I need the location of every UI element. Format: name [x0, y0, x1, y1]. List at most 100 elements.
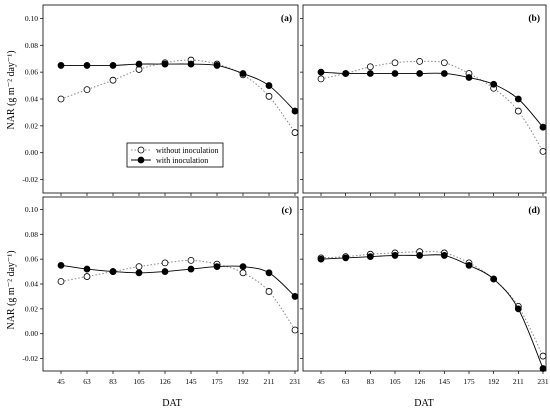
point-without-inoculation — [83, 273, 91, 280]
point-without-inoculation — [440, 59, 448, 67]
point-with-inoculation — [161, 268, 169, 275]
point-with-inoculation — [291, 293, 299, 300]
panel-d: 45 63 83 105 126 145 175 192 211 231 (d) — [300, 196, 549, 386]
x-tick-label: 126 — [414, 377, 426, 386]
point-with-inoculation — [539, 123, 547, 131]
point-with-inoculation — [514, 305, 522, 313]
panel-label: (d) — [528, 205, 540, 216]
y-tick-label: 0.10 — [25, 14, 38, 23]
y-tick-label: 0.02 — [25, 121, 38, 130]
point-with-inoculation — [490, 80, 498, 88]
point-without-inoculation — [539, 352, 547, 360]
plot-frame — [42, 196, 299, 372]
point-with-inoculation — [465, 261, 473, 269]
x-axis-title-right: DAT — [414, 398, 433, 409]
x-tick-label: 211 — [264, 377, 275, 386]
point-with-inoculation — [57, 62, 65, 69]
x-tick-label: 192 — [237, 377, 249, 386]
y-tick-label: 0.10 — [25, 205, 38, 214]
panels: -0.02 0.00 0.02 0.04 0.06 0.08 0.10 (a) (b) -0.02… — [22, 4, 549, 386]
y-tick-label: 0.08 — [25, 41, 38, 50]
point-with-inoculation — [135, 269, 143, 277]
x-tick-label: 211 — [513, 377, 524, 386]
x-tick-label: 45 — [57, 377, 65, 386]
point-with-inoculation — [391, 70, 399, 77]
point-with-inoculation — [265, 269, 273, 277]
point-with-inoculation — [187, 60, 195, 68]
point-without-inoculation — [514, 107, 522, 115]
y-tick-label: -0.02 — [22, 175, 38, 184]
point-with-inoculation — [83, 62, 91, 69]
y-tick-label: -0.02 — [22, 354, 38, 363]
point-with-inoculation — [490, 275, 498, 283]
legend: without inoculation with inoculation — [126, 142, 224, 168]
x-tick-label: 63 — [83, 377, 91, 386]
x-tick-label: 63 — [342, 377, 350, 386]
y-axis-title-bottom: NAR (g m⁻² day⁻¹) — [6, 250, 17, 329]
point-without-inoculation — [57, 95, 65, 103]
x-axis-title-left: DAT — [162, 398, 181, 409]
series-line-with-inoculation — [61, 63, 296, 112]
point-with-inoculation — [213, 263, 221, 271]
series-line-without-inoculation — [60, 259, 296, 331]
y-tick-label: 0.04 — [25, 280, 38, 289]
point-without-inoculation — [83, 86, 91, 93]
y-tick-label: 0.04 — [25, 95, 38, 104]
point-with-inoculation — [187, 265, 195, 273]
panel-b: (b) — [300, 4, 547, 196]
point-with-inoculation — [366, 70, 374, 77]
point-with-inoculation — [135, 60, 143, 68]
point-without-inoculation — [539, 147, 547, 155]
y-tick-label: 0.02 — [25, 304, 38, 313]
legend-box — [126, 142, 224, 168]
point-with-inoculation — [239, 70, 247, 77]
series-line-with-inoculation — [320, 254, 544, 369]
point-without-inoculation — [109, 76, 117, 84]
point-without-inoculation — [57, 278, 65, 285]
x-tick-label: 175 — [463, 377, 475, 386]
point-with-inoculation — [291, 107, 299, 115]
legend-marker-without — [137, 146, 145, 154]
point-with-inoculation — [57, 261, 65, 269]
panel-label: (b) — [528, 13, 540, 24]
x-tick-label: 145 — [185, 377, 197, 386]
y-tick-label: 0.06 — [25, 68, 38, 77]
point-with-inoculation — [465, 74, 473, 81]
point-with-inoculation — [366, 253, 374, 261]
point-with-inoculation — [416, 70, 424, 77]
legend-label-with: with inoculation — [156, 156, 208, 165]
series-line-without-inoculation — [320, 60, 544, 152]
point-without-inoculation — [265, 92, 273, 100]
point-with-inoculation — [239, 263, 247, 271]
point-without-inoculation — [317, 75, 325, 83]
point-with-inoculation — [83, 265, 91, 273]
point-without-inoculation — [135, 263, 143, 271]
point-with-inoculation — [391, 252, 399, 259]
point-with-inoculation — [161, 60, 169, 68]
plot-frame — [302, 4, 547, 194]
point-without-inoculation — [391, 59, 399, 67]
point-with-inoculation — [539, 365, 547, 372]
x-tick-label: 175 — [211, 377, 223, 386]
point-with-inoculation — [440, 70, 448, 77]
y-tick-label: 0.00 — [25, 148, 38, 157]
point-with-inoculation — [342, 70, 350, 77]
series-line-without-inoculation — [60, 59, 296, 133]
point-without-inoculation — [366, 63, 374, 71]
point-with-inoculation — [416, 252, 424, 259]
x-tick-label: 83 — [367, 377, 375, 386]
plot-frame — [302, 196, 547, 372]
y-tick-label: 0.06 — [25, 255, 38, 264]
point-without-inoculation — [265, 288, 273, 295]
panel-label: (c) — [281, 205, 292, 216]
x-tick-label: 126 — [159, 377, 171, 386]
point-with-inoculation — [109, 62, 117, 69]
point-with-inoculation — [317, 255, 325, 263]
point-with-inoculation — [265, 82, 273, 89]
legend-label-without: without inoculation — [156, 146, 218, 155]
point-with-inoculation — [109, 268, 117, 275]
panel-label: (a) — [281, 13, 292, 24]
x-tick-label: 231 — [289, 377, 301, 386]
point-without-inoculation — [416, 58, 424, 65]
x-tick-label: 231 — [537, 377, 549, 386]
